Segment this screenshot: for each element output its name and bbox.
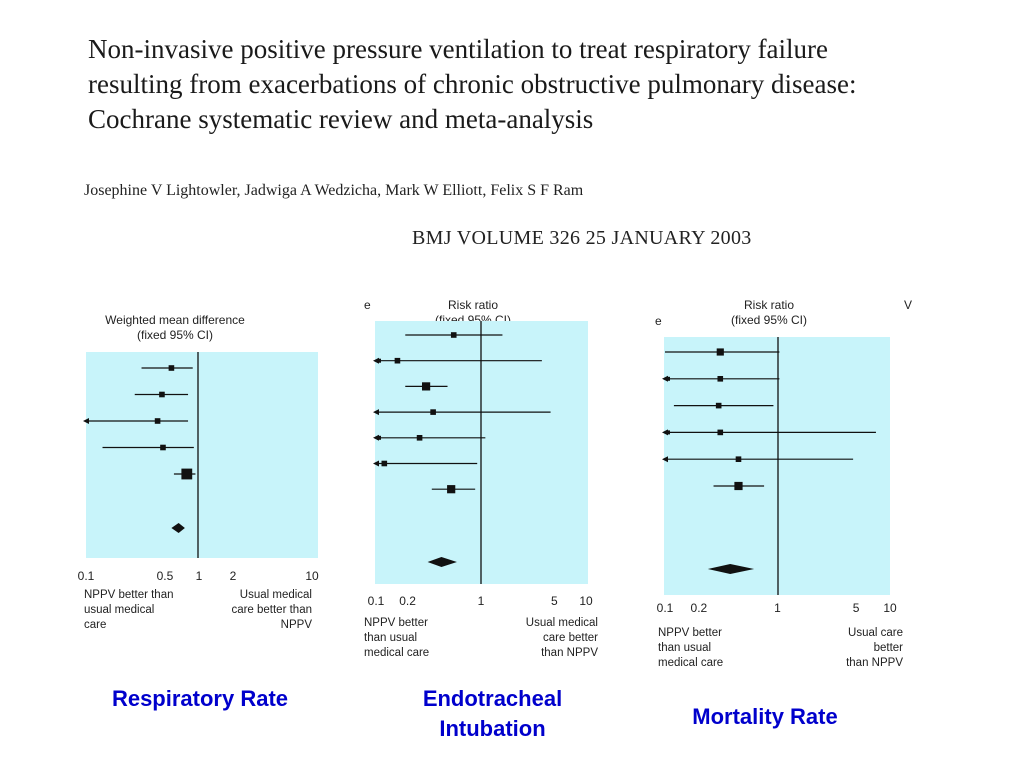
- direction-label-left: than usual: [364, 632, 417, 644]
- study-point-estimate: [734, 481, 743, 491]
- ci-arrow: [373, 460, 379, 467]
- axis-tick-label: 10: [883, 601, 897, 615]
- pooled-estimate-diamond: [171, 523, 185, 533]
- study-point-estimate: [394, 357, 401, 364]
- ci-lower-marker: [377, 358, 381, 363]
- article-title: Non-invasive positive pressure ventilati…: [88, 34, 857, 134]
- study-point-estimate: [381, 460, 388, 467]
- direction-label-right: Usual medical: [526, 617, 598, 629]
- ci-lower-marker: [377, 435, 381, 440]
- axis-tick-label: 1: [478, 594, 485, 608]
- study-point-estimate: [430, 409, 436, 415]
- forest-plot-respiratory-rate: Weighted mean difference(fixed 95% CI) 0.…: [78, 313, 319, 631]
- study-point-estimate: [717, 429, 724, 436]
- study-point-estimate: [159, 391, 165, 398]
- study-point-estimate: [735, 456, 742, 462]
- study-point-estimate: [450, 332, 457, 338]
- edge-text-left: e: [364, 298, 371, 312]
- axis-tick-label: 0.2: [399, 594, 416, 608]
- caption-endotracheal-intubation: Endotracheal Intubation: [422, 686, 563, 741]
- study-point-estimate: [168, 365, 175, 371]
- direction-label-left: NPPV better: [364, 617, 428, 629]
- plot-panel: [664, 337, 890, 595]
- ci-arrow: [662, 456, 668, 463]
- header-line-2: (fixed 95% CI): [731, 313, 807, 327]
- study-point-estimate: [181, 468, 193, 480]
- axis-tick-label: 1: [196, 569, 203, 583]
- plot-panel: [86, 352, 318, 558]
- direction-label-left: medical care: [658, 657, 723, 669]
- axis-tick-label: 0.1: [368, 594, 385, 608]
- study-point-estimate: [154, 418, 161, 424]
- forest-plot-endotracheal-intubation: Risk ratio(fixed 95% CI)e0.1 0.2 1 5 10NPPV …: [364, 298, 598, 659]
- direction-label-right: NPPV: [281, 619, 313, 631]
- study-point-estimate: [421, 382, 431, 391]
- direction-label-left: medical care: [364, 647, 429, 659]
- direction-label-right: care better: [543, 632, 598, 644]
- direction-label-right: than NPPV: [541, 647, 598, 659]
- axis-tick-label: 0.1: [657, 601, 674, 615]
- axis-tick-label: 0.5: [157, 569, 174, 583]
- header-line-1: Weighted mean difference: [105, 313, 245, 327]
- axis-tick-label: 10: [579, 594, 593, 608]
- edge-text-left: e: [655, 314, 662, 328]
- study-point-estimate: [160, 444, 166, 451]
- study-point-estimate: [716, 348, 724, 356]
- direction-label-left: NPPV better: [658, 627, 722, 639]
- direction-label-right: Usual care: [848, 627, 903, 639]
- study-point-estimate: [717, 376, 724, 382]
- direction-label-left: than usual: [658, 642, 711, 654]
- journal-citation: BMJ VOLUME 326 25 JANUARY 2003: [412, 227, 752, 249]
- caption-respiratory-rate: Respiratory Rate: [111, 686, 289, 711]
- article-authors: Josephine V Lightowler, Jadwiga A Wedzic…: [84, 182, 584, 199]
- study-point-estimate: [715, 402, 722, 409]
- header-line-2: (fixed 95% CI): [137, 328, 213, 342]
- ci-lower-marker: [666, 376, 670, 381]
- direction-label-right: Usual medical: [240, 589, 312, 601]
- pooled-estimate-diamond: [707, 564, 755, 574]
- study-point-estimate: [447, 485, 456, 494]
- axis-tick-label: 2: [230, 569, 237, 583]
- forest-plot-mortality-rate: Risk ratio(fixed 95% CI) e V 0.1 0.2 1 5 10 NPPV…: [655, 298, 912, 669]
- ci-lower-marker: [666, 430, 670, 435]
- direction-label-left: NPPV better than: [84, 589, 174, 601]
- caption-mortality-rate: Mortality Rate: [692, 704, 838, 729]
- header-line-1: Risk ratio: [744, 298, 794, 312]
- study-point-estimate: [416, 435, 423, 441]
- direction-label-right: than NPPV: [846, 657, 903, 669]
- axis-tick-label: 0.1: [78, 569, 95, 583]
- pooled-estimate-diamond: [427, 557, 457, 567]
- axis-tick-label: 5: [853, 601, 860, 615]
- header-line-1: Risk ratio: [448, 298, 498, 312]
- ci-arrow: [373, 409, 379, 416]
- axis-tick-label: 0.2: [691, 601, 708, 615]
- ci-arrow: [83, 418, 89, 424]
- direction-label-right: better: [874, 642, 904, 654]
- axis-tick-label: 5: [551, 594, 558, 608]
- axis-tick-label: 10: [305, 569, 319, 583]
- direction-label-right: care better than: [231, 604, 312, 616]
- direction-label-left: usual medical: [84, 604, 154, 616]
- edge-text-right: V: [904, 298, 912, 312]
- direction-label-left: care: [84, 619, 106, 631]
- axis-tick-label: 1: [774, 601, 781, 615]
